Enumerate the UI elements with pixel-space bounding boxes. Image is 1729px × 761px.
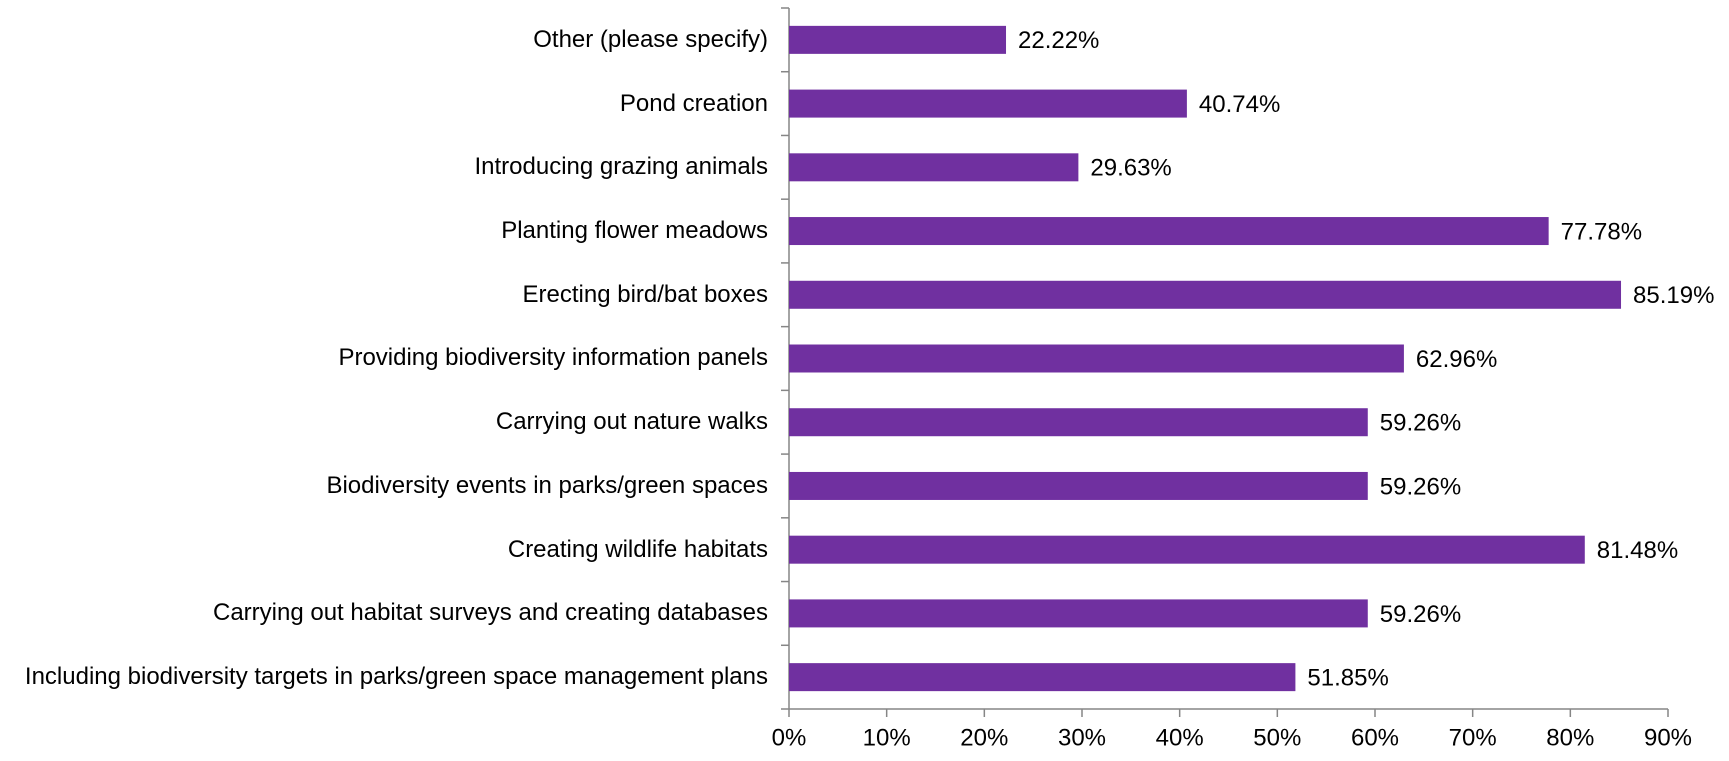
- category-label: Planting flower meadows: [8, 199, 768, 263]
- category-label: Erecting bird/bat boxes: [8, 263, 768, 327]
- x-tick-label: 30%: [1058, 724, 1106, 751]
- category-text: Including biodiversity targets in parks/…: [24, 663, 768, 691]
- value-label: 81.48%: [1597, 537, 1678, 564]
- x-tick-label: 0%: [772, 724, 807, 751]
- x-tick-label: 50%: [1253, 724, 1301, 751]
- x-tick-label: 40%: [1156, 724, 1204, 751]
- category-text: Carrying out nature walks: [495, 408, 768, 436]
- bar: [789, 535, 1585, 564]
- x-tick-label: 90%: [1644, 724, 1692, 751]
- value-label: 85.19%: [1633, 282, 1714, 309]
- value-label: 29.63%: [1090, 155, 1171, 182]
- bar: [789, 280, 1622, 309]
- x-tick-label: 70%: [1449, 724, 1497, 751]
- bar: [789, 153, 1079, 182]
- value-label: 51.85%: [1307, 664, 1388, 691]
- bar: [789, 599, 1368, 628]
- value-label: 59.26%: [1380, 410, 1461, 437]
- bar: [789, 663, 1296, 692]
- category-label: Introducing grazing animals: [8, 135, 769, 199]
- x-tick-label: 60%: [1351, 724, 1399, 751]
- category-text: Providing biodiversity information panel…: [338, 344, 768, 372]
- bar: [789, 217, 1549, 246]
- value-label: 62.96%: [1416, 346, 1497, 373]
- category-label: Biodiversity events in parks/green space…: [8, 454, 768, 518]
- x-tick-label: 20%: [960, 724, 1008, 751]
- category-text: Erecting bird/bat boxes: [522, 280, 768, 308]
- bar: [789, 408, 1368, 437]
- category-text: Planting flower meadows: [501, 217, 768, 245]
- category-text: Introducing grazing animals: [474, 153, 769, 181]
- bar: [789, 89, 1187, 118]
- category-text: Pond creation: [619, 89, 768, 117]
- bar: [789, 25, 1007, 54]
- x-tick-label: 80%: [1546, 724, 1594, 751]
- value-label: 59.26%: [1380, 473, 1461, 500]
- category-text: Biodiversity events in parks/green space…: [326, 471, 768, 499]
- bar: [789, 471, 1368, 500]
- value-label: 59.26%: [1380, 601, 1461, 628]
- value-label: 77.78%: [1561, 218, 1642, 245]
- category-text: Other (please specify): [533, 25, 768, 53]
- category-text: Carrying out habitat surveys and creatin…: [213, 599, 768, 627]
- value-label: 22.22%: [1018, 27, 1099, 54]
- category-label: Creating wildlife habitats: [8, 518, 768, 582]
- value-label: 40.74%: [1199, 91, 1280, 118]
- category-label: Other (please specify): [8, 8, 768, 72]
- category-label: Carrying out habitat surveys and creatin…: [8, 582, 768, 646]
- x-tick-label: 10%: [863, 724, 911, 751]
- category-label: Providing biodiversity information panel…: [8, 327, 768, 391]
- category-label: Pond creation: [8, 72, 768, 136]
- category-label: Including biodiversity targets in parks/…: [8, 645, 768, 709]
- category-text: Creating wildlife habitats: [507, 535, 768, 563]
- category-label: Carrying out nature walks: [8, 390, 768, 454]
- bar: [789, 344, 1404, 373]
